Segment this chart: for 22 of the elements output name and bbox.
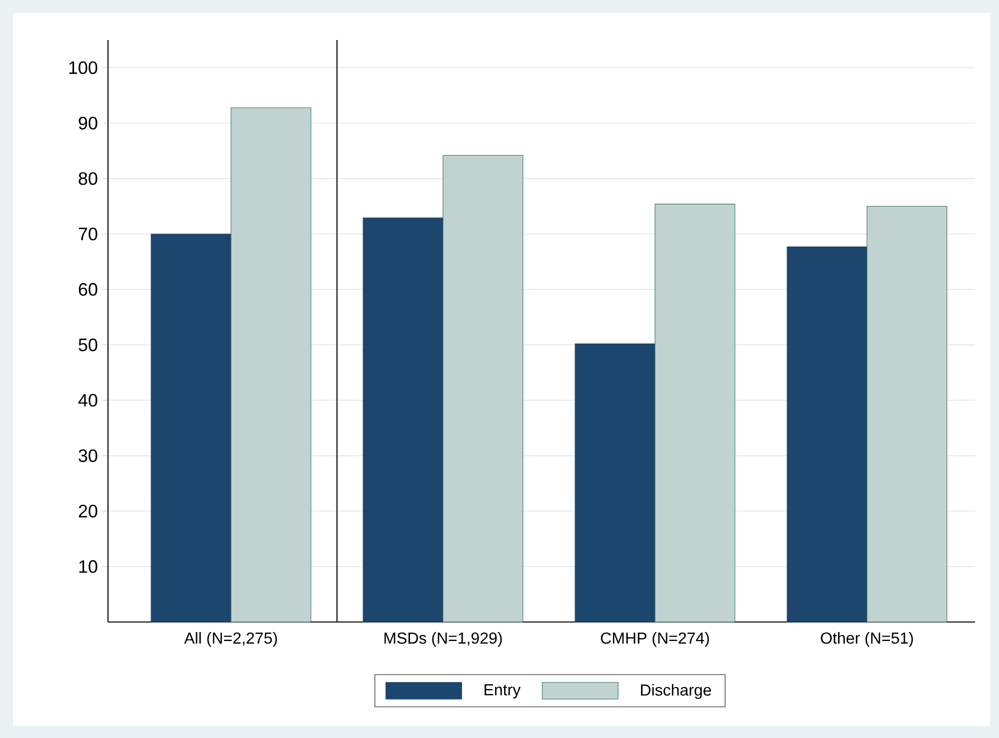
y-tick-label: 40 [78,394,98,407]
y-tick-label: 80 [78,172,98,185]
x-tick-label: Other (N=51) [820,632,913,647]
bar [574,343,656,622]
bar [362,218,444,622]
x-tick-label: MSDs (N=1,929) [384,632,502,647]
y-tick-label: 20 [78,504,98,518]
y-tick-label: 70 [78,228,98,240]
x-tick-label: All (N=2,275) [184,632,277,647]
y-tick-label: 100 [69,61,98,74]
bar [442,155,524,622]
y-tick-label: 10 [79,560,98,573]
y-tick-label: 30 [78,449,98,462]
bar [786,246,868,622]
x-tick-label: CMHP (N=274) [600,632,709,647]
y-tick-label: 60 [78,283,98,296]
legend-label: Discharge [641,684,712,699]
bar [654,204,736,622]
y-tick-label: 90 [78,116,98,130]
y-tick-label: 50 [78,338,98,352]
legend-label: Entry [484,684,521,699]
bar [866,206,948,622]
